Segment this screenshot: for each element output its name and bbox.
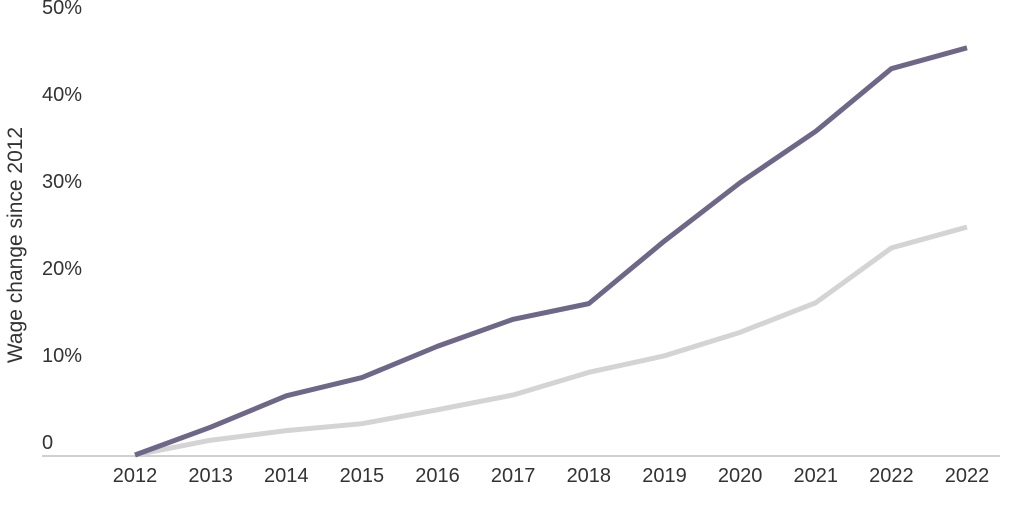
x-tick-label: 2022 (869, 465, 914, 487)
x-tick-label: 2014 (264, 465, 309, 487)
x-tick-label: 2017 (491, 465, 536, 487)
y-tick-label: 30% (42, 171, 82, 193)
x-tick-label: 2021 (793, 465, 838, 487)
y-tick-label: 0 (42, 432, 53, 454)
y-tick-label: 50% (42, 0, 82, 19)
x-tick-label: 2013 (188, 465, 233, 487)
x-tick-label: 2015 (340, 465, 385, 487)
x-tick-label: 2020 (718, 465, 763, 487)
y-tick-label: 10% (42, 345, 82, 367)
x-tick-label: 2019 (642, 465, 687, 487)
x-tick-label: 2018 (567, 465, 612, 487)
y-tick-label: 40% (42, 84, 82, 106)
series-line-1 (134, 224, 968, 458)
x-tick-label: 2016 (415, 465, 460, 487)
x-tick-label: 2022 (945, 465, 990, 487)
x-tick-label: 2012 (113, 465, 158, 487)
y-axis-label: Wage change since 2012 (4, 127, 27, 363)
y-tick-label: 20% (42, 258, 82, 280)
series-line-0 (134, 45, 968, 458)
